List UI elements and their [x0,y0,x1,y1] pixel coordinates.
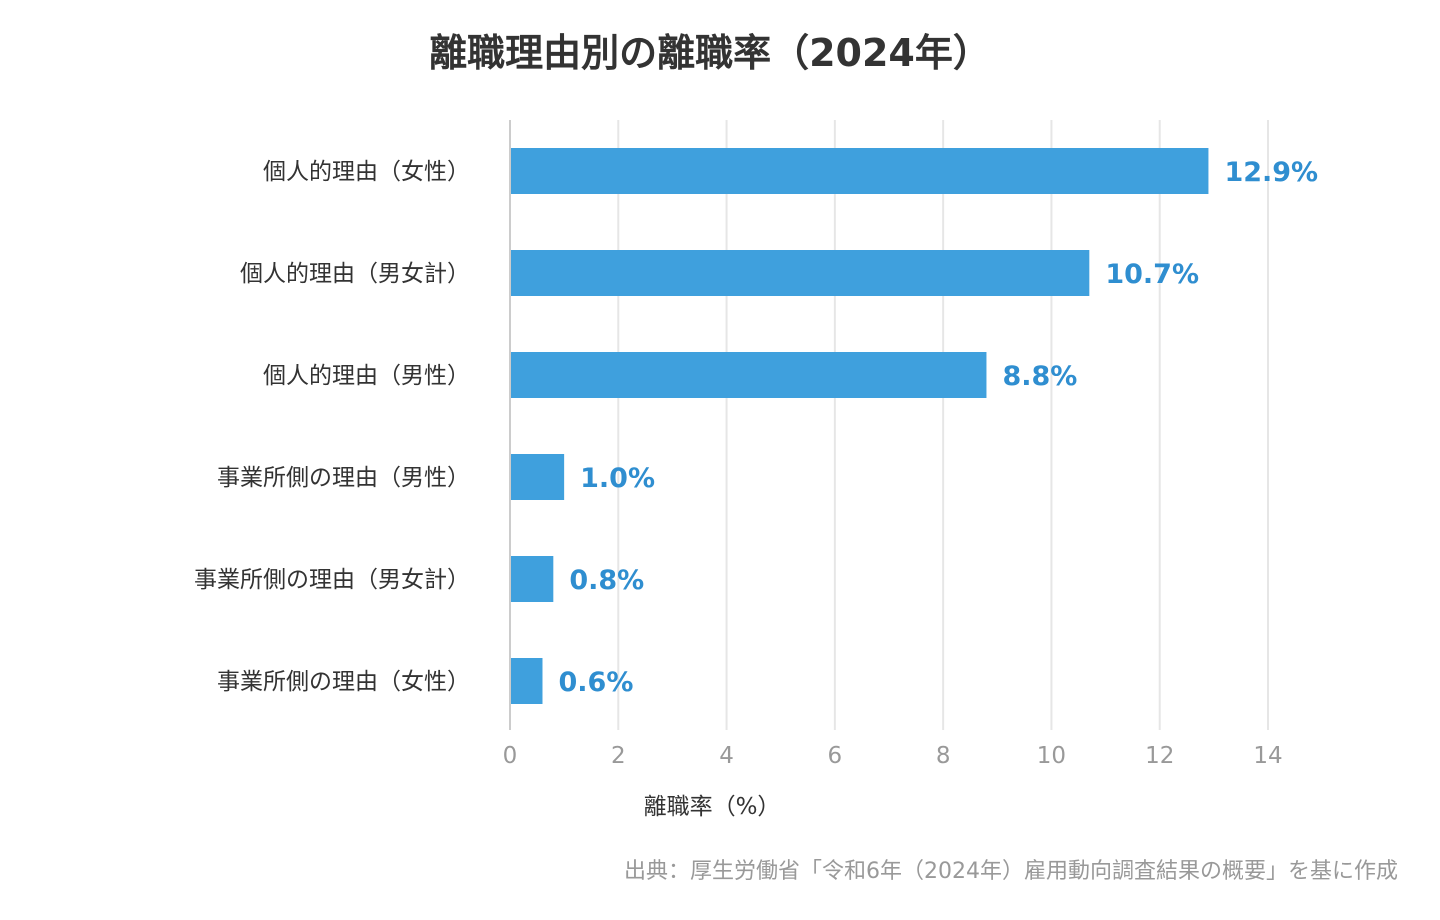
x-tick-label: 0 [503,743,518,769]
bar [511,148,1209,194]
x-axis-title: 離職率（%） [644,794,781,820]
x-tick-label: 8 [936,743,951,769]
bar [511,556,554,602]
x-tick-label: 6 [828,743,843,769]
category-label: 事業所側の理由（男性） [217,465,470,491]
data-label: 0.6% [558,667,633,698]
category-labels: 個人的理由（女性） 個人的理由（男女計） 個人的理由（男性） 事業所側の理由（男性） 事… [194,159,470,695]
category-label: 個人的理由（男性） [263,363,470,389]
source-note: 出典：厚生労働省「令和6年（2024年）雇用動向調査結果の概要」を基に作成 [624,859,1398,884]
data-label: 8.8% [1002,361,1077,392]
chart-title: 離職理由別の離職率（2024年） [429,31,991,75]
data-label: 0.8% [569,565,644,596]
data-label: 1.0% [580,463,655,494]
x-tick-label: 4 [719,743,734,769]
x-tick-label: 2 [611,743,626,769]
x-tick-label: 14 [1253,743,1282,769]
category-label: 事業所側の理由（男女計） [194,567,470,593]
bar [511,352,987,398]
category-label: 個人的理由（女性） [263,159,470,185]
bar [511,250,1090,296]
gridlines [509,120,1269,730]
bars: 12.9% 10.7% 8.8% 1.0% 0.8% 0.6% [511,148,1318,704]
bar [511,454,565,500]
x-axis-ticks: 0 2 4 6 8 10 12 14 [503,743,1283,769]
data-label: 12.9% [1224,157,1318,188]
data-label: 10.7% [1105,259,1199,290]
x-tick-label: 12 [1145,743,1174,769]
category-label: 事業所側の理由（女性） [217,669,470,695]
category-label: 個人的理由（男女計） [240,261,470,287]
x-tick-label: 10 [1037,743,1066,769]
bar [511,658,543,704]
